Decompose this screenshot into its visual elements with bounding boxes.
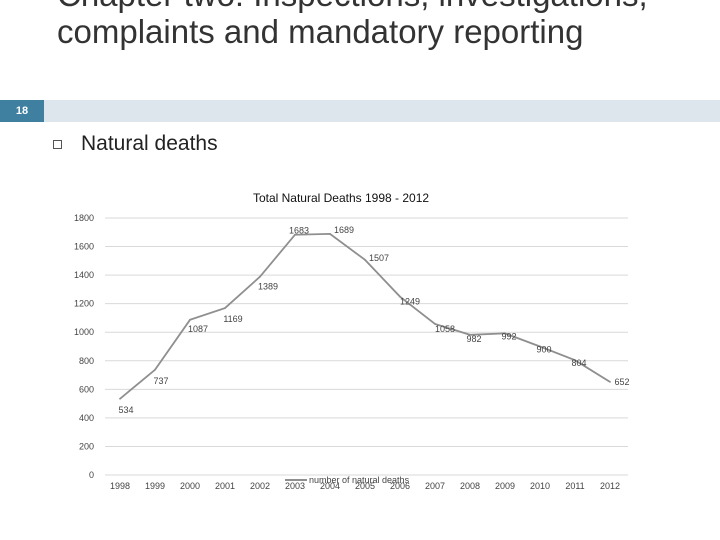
line-chart: 0 200 400 600 800 1000 1200 1400 1600 1800 1998 199…	[74, 213, 630, 491]
data-point	[119, 397, 121, 400]
y-tick-label: 1400	[74, 270, 94, 280]
y-tick-label: 600	[79, 384, 94, 394]
legend-label: number of natural deaths	[309, 475, 410, 485]
x-tick-label: 2009	[495, 481, 515, 491]
title-rule	[44, 100, 720, 122]
data-point	[399, 295, 401, 298]
data-label: 900	[536, 345, 551, 355]
data-point	[504, 332, 506, 335]
data-label: 1389	[258, 282, 278, 292]
x-tick-label: 2005	[355, 481, 375, 491]
x-tick-label: 2004	[320, 481, 340, 491]
y-tick-label: 1600	[74, 242, 94, 252]
data-label: 1169	[223, 314, 242, 324]
data-label: 1683	[289, 226, 309, 236]
bullet-text: Natural deaths	[81, 132, 218, 155]
data-label: 1507	[369, 253, 389, 263]
x-tick-label: 1998	[110, 481, 130, 491]
chart-title: Total Natural Deaths 1998 - 2012	[252, 191, 430, 205]
data-point	[434, 323, 436, 325]
x-tick-label: 2007	[425, 481, 445, 491]
x-tick-label: 2006	[390, 481, 410, 491]
data-label: 737	[153, 376, 168, 386]
slide-number: 18	[0, 100, 44, 122]
chart: Total Natural Deaths 1998 - 2012 0 200 400…	[60, 188, 640, 498]
data-point	[469, 333, 471, 336]
data-label: 804	[571, 358, 586, 368]
x-tick-label: 2008	[460, 481, 480, 491]
data-label: 982	[466, 334, 481, 344]
x-tick-label: 2012	[600, 481, 620, 491]
data-label: 1058	[435, 324, 455, 334]
data-label: 1087	[188, 324, 208, 334]
data-label: 1689	[334, 225, 354, 235]
series-line	[119, 232, 611, 400]
data-point	[364, 258, 366, 261]
y-tick-label: 1000	[74, 327, 94, 337]
y-tick-label: 1800	[74, 213, 94, 223]
slide-title: Chapter two: Inspections, investigations…	[57, 0, 648, 50]
data-point	[574, 359, 576, 362]
data-point	[329, 232, 331, 235]
x-tick-label: 1999	[145, 481, 165, 491]
y-tick-label: 1200	[74, 299, 94, 309]
y-tick-label: 800	[79, 356, 94, 366]
y-tick-label: 200	[79, 441, 94, 451]
x-tick-label: 2003	[285, 481, 305, 491]
data-point	[609, 381, 611, 383]
square-bullet-icon	[53, 140, 62, 149]
data-point	[224, 307, 226, 309]
data-label: 992	[501, 331, 516, 341]
data-point	[539, 345, 541, 348]
data-label: 1249	[400, 297, 420, 307]
data-point	[294, 233, 296, 236]
data-label: 652	[614, 377, 629, 387]
data-label: 534	[118, 405, 133, 415]
data-point	[189, 318, 191, 321]
x-tick-label: 2000	[180, 481, 200, 491]
x-tick-label: 2002	[250, 481, 270, 491]
y-tick-label: 0	[89, 470, 94, 480]
x-tick-label: 2010	[530, 481, 550, 491]
y-tick-label: 400	[79, 413, 94, 423]
x-tick-label: 2001	[215, 481, 235, 491]
x-tick-label: 2011	[565, 481, 584, 491]
data-point	[259, 275, 261, 278]
data-point	[154, 368, 156, 371]
